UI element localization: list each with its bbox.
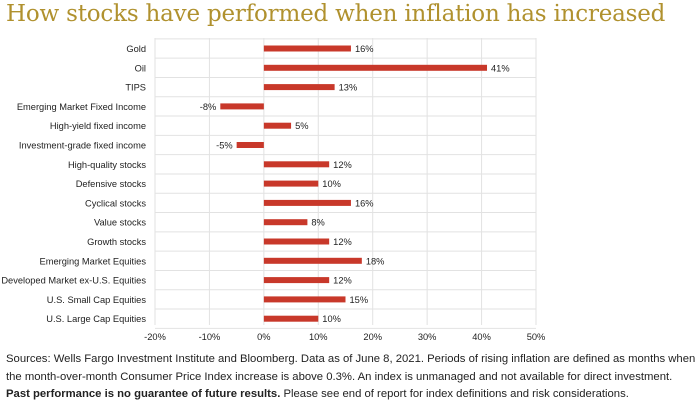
category-label: U.S. Large Cap Equities — [46, 314, 146, 324]
bar — [263, 277, 330, 284]
bar — [263, 64, 488, 71]
data-label: 5% — [295, 121, 308, 131]
footnote-text: Sources: Wells Fargo Investment Institut… — [6, 353, 696, 383]
category-label: Oil — [135, 63, 146, 73]
bar — [263, 315, 319, 322]
data-label: 12% — [333, 276, 352, 286]
bar — [263, 296, 346, 303]
data-label: 12% — [333, 160, 352, 170]
category-label: High-yield fixed income — [50, 121, 146, 131]
category-label: Emerging Market Fixed Income — [17, 102, 146, 112]
bar — [263, 199, 351, 206]
bar — [263, 122, 292, 129]
category-label: Growth stocks — [87, 237, 146, 247]
data-label: 18% — [366, 256, 385, 266]
category-label: U.S. Small Cap Equities — [47, 295, 147, 305]
x-tick-label: 0% — [257, 332, 270, 342]
x-tick-label: 10% — [309, 332, 328, 342]
bar — [263, 45, 351, 52]
footnote-disclaimer: Past performance is no guarantee of futu… — [6, 388, 281, 400]
data-labels: 16% 41% 13% -8% 5% -5% 12% 10% 16% 8% 12% 18% 12% 15%… — [200, 44, 510, 324]
bar — [220, 103, 264, 110]
x-tick-label: 50% — [527, 332, 546, 342]
data-label: 41% — [491, 63, 510, 73]
bar — [263, 84, 335, 91]
data-label: 16% — [355, 198, 374, 208]
bar — [263, 257, 362, 264]
category-label: High-quality stocks — [68, 160, 146, 170]
x-tick-label: 20% — [363, 332, 382, 342]
bar — [263, 161, 330, 168]
footnote-text-end: Please see end of report for index defin… — [280, 388, 629, 400]
x-tick-label: 40% — [472, 332, 491, 342]
chart-title: How stocks have performed when inflation… — [6, 1, 666, 27]
bar — [263, 238, 330, 245]
x-tick-label: -10% — [199, 332, 221, 342]
category-label: Gold — [126, 44, 146, 54]
bars — [220, 45, 488, 322]
data-label: 8% — [311, 218, 324, 228]
category-label: Value stocks — [94, 218, 146, 228]
data-label: 10% — [322, 314, 341, 324]
x-tick-label: 30% — [418, 332, 437, 342]
bar — [263, 219, 308, 226]
data-label: -8% — [200, 102, 217, 112]
x-tick-label: -20% — [144, 332, 166, 342]
data-label: -5% — [216, 141, 233, 151]
data-label: 13% — [339, 83, 358, 93]
x-axis-ticks: -20% -10% 0% 10% 20% 30% 40% 50% — [144, 332, 545, 342]
source-footnote: Sources: Wells Fargo Investment Institut… — [6, 351, 696, 404]
bar-chart: Gold Oil TIPS Emerging Market Fixed Income H… — [1, 38, 545, 342]
category-label: TIPS — [125, 83, 146, 93]
bar — [236, 142, 264, 148]
bar — [263, 180, 319, 187]
category-labels: Gold Oil TIPS Emerging Market Fixed Income H… — [1, 44, 146, 324]
category-label: Defensive stocks — [76, 179, 147, 189]
data-label: 10% — [322, 179, 341, 189]
data-label: 12% — [333, 237, 352, 247]
category-label: Investment-grade fixed income — [19, 141, 146, 151]
category-label: Developed Market ex-U.S. Equities — [1, 276, 146, 286]
category-label: Cyclical stocks — [85, 198, 146, 208]
category-label: Emerging Market Equities — [40, 256, 147, 266]
data-label: 15% — [350, 295, 369, 305]
data-label: 16% — [355, 44, 374, 54]
